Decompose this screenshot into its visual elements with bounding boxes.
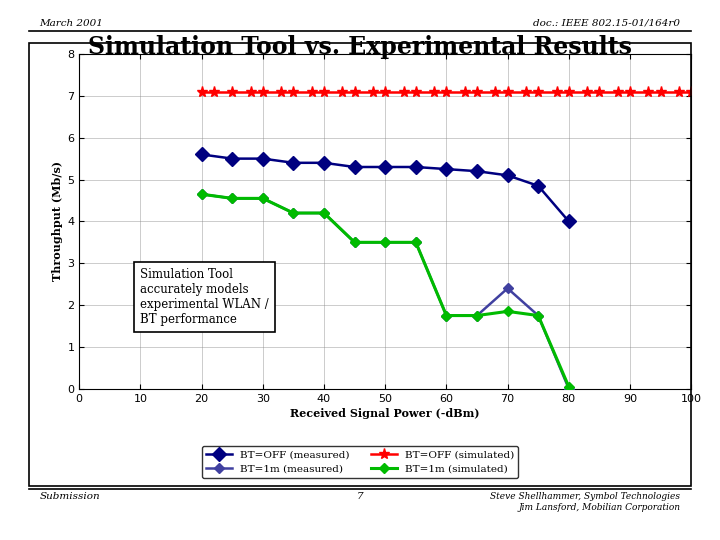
- BT=OFF (simulated): [583, 89, 592, 95]
- BT=OFF (simulated): [644, 89, 653, 95]
- BT=OFF (simulated): [276, 89, 285, 95]
- BT=OFF (simulated): [210, 89, 218, 95]
- Text: Steve Shellhammer, Symbol Technologies
Jim Lansford, Mobilian Corporation: Steve Shellhammer, Symbol Technologies J…: [490, 492, 680, 512]
- BT=OFF (measured): [381, 164, 390, 170]
- BT=OFF (simulated): [442, 89, 451, 95]
- BT=OFF (simulated): [246, 89, 255, 95]
- BT=1m (measured): [472, 312, 481, 319]
- BT=OFF (measured): [289, 160, 298, 166]
- BT=1m (measured): [289, 210, 298, 216]
- BT=1m (measured): [197, 191, 206, 198]
- BT=1m (simulated): [472, 312, 481, 319]
- BT=OFF (simulated): [258, 89, 267, 95]
- BT=1m (measured): [258, 195, 267, 201]
- BT=OFF (simulated): [197, 89, 206, 95]
- Line: BT=OFF (simulated): BT=OFF (simulated): [196, 86, 697, 97]
- Text: Submission: Submission: [40, 492, 100, 502]
- BT=OFF (simulated): [307, 89, 316, 95]
- BT=OFF (simulated): [552, 89, 561, 95]
- Text: Simulation Tool vs. Experimental Results: Simulation Tool vs. Experimental Results: [88, 35, 632, 59]
- Y-axis label: Throughput (Mb/s): Throughput (Mb/s): [52, 161, 63, 281]
- BT=OFF (simulated): [503, 89, 512, 95]
- BT=1m (measured): [350, 239, 359, 246]
- BT=1m (simulated): [228, 195, 236, 201]
- BT=1m (simulated): [350, 239, 359, 246]
- Text: March 2001: March 2001: [40, 19, 104, 28]
- BT=1m (measured): [228, 195, 236, 201]
- BT=OFF (simulated): [320, 89, 328, 95]
- BT=OFF (simulated): [491, 89, 500, 95]
- BT=OFF (measured): [503, 172, 512, 179]
- BT=OFF (simulated): [564, 89, 573, 95]
- BT=1m (simulated): [320, 210, 328, 216]
- BT=OFF (simulated): [613, 89, 622, 95]
- BT=OFF (measured): [258, 156, 267, 162]
- BT=OFF (simulated): [399, 89, 408, 95]
- BT=1m (simulated): [197, 191, 206, 198]
- BT=1m (measured): [381, 239, 390, 246]
- BT=1m (simulated): [564, 383, 573, 390]
- BT=1m (simulated): [289, 210, 298, 216]
- BT=OFF (simulated): [338, 89, 347, 95]
- BT=OFF (simulated): [595, 89, 603, 95]
- BT=OFF (simulated): [472, 89, 481, 95]
- Line: BT=1m (simulated): BT=1m (simulated): [198, 191, 572, 390]
- X-axis label: Received Signal Power (-dBm): Received Signal Power (-dBm): [290, 408, 480, 419]
- BT=OFF (measured): [412, 164, 420, 170]
- BT=OFF (simulated): [369, 89, 377, 95]
- BT=1m (simulated): [534, 312, 543, 319]
- BT=OFF (simulated): [534, 89, 543, 95]
- BT=1m (simulated): [442, 312, 451, 319]
- BT=OFF (simulated): [350, 89, 359, 95]
- BT=1m (simulated): [258, 195, 267, 201]
- BT=OFF (simulated): [228, 89, 236, 95]
- BT=OFF (measured): [564, 218, 573, 225]
- BT=1m (measured): [442, 312, 451, 319]
- BT=OFF (measured): [228, 156, 236, 162]
- BT=OFF (simulated): [412, 89, 420, 95]
- BT=OFF (measured): [350, 164, 359, 170]
- BT=OFF (simulated): [461, 89, 469, 95]
- BT=OFF (measured): [472, 168, 481, 174]
- BT=1m (measured): [534, 312, 543, 319]
- Text: 7: 7: [356, 492, 364, 502]
- Line: BT=1m (measured): BT=1m (measured): [198, 191, 572, 392]
- Line: BT=OFF (measured): BT=OFF (measured): [197, 150, 574, 226]
- BT=OFF (simulated): [626, 89, 634, 95]
- BT=OFF (simulated): [687, 89, 696, 95]
- BT=1m (measured): [564, 386, 573, 392]
- Legend: BT=OFF (measured), BT=1m (measured), BT=OFF (simulated), BT=1m (simulated): BT=OFF (measured), BT=1m (measured), BT=…: [202, 446, 518, 478]
- BT=OFF (simulated): [657, 89, 665, 95]
- BT=1m (simulated): [381, 239, 390, 246]
- BT=1m (simulated): [503, 308, 512, 315]
- Text: Simulation Tool
accurately models
experimental WLAN /
BT performance: Simulation Tool accurately models experi…: [140, 268, 269, 326]
- BT=OFF (simulated): [430, 89, 438, 95]
- BT=OFF (simulated): [381, 89, 390, 95]
- BT=1m (measured): [503, 285, 512, 292]
- BT=OFF (simulated): [521, 89, 530, 95]
- BT=1m (measured): [320, 210, 328, 216]
- Text: doc.: IEEE 802.15-01/164r0: doc.: IEEE 802.15-01/164r0: [534, 19, 680, 28]
- BT=OFF (measured): [320, 160, 328, 166]
- BT=OFF (measured): [442, 166, 451, 172]
- BT=OFF (measured): [534, 183, 543, 189]
- BT=1m (simulated): [412, 239, 420, 246]
- BT=1m (measured): [412, 239, 420, 246]
- BT=OFF (simulated): [675, 89, 683, 95]
- BT=OFF (simulated): [289, 89, 298, 95]
- BT=OFF (measured): [197, 151, 206, 158]
